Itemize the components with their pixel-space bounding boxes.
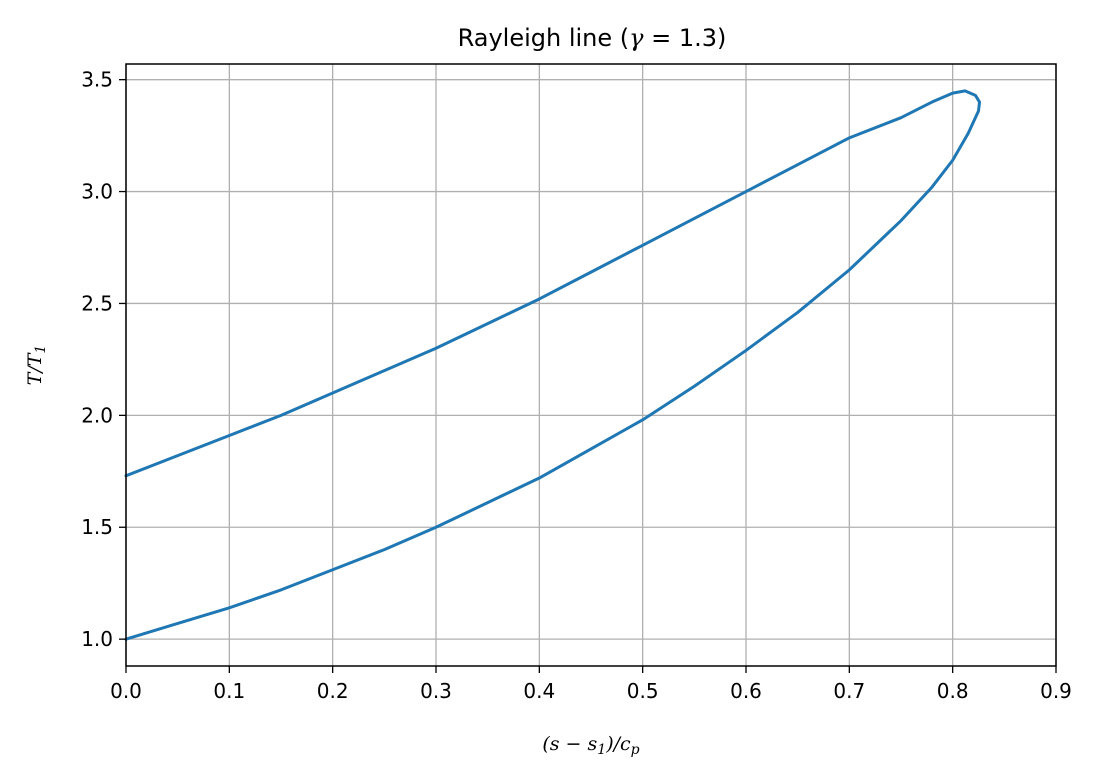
y-tick-label: 3.5 [81, 68, 113, 92]
chart-title: Rayleigh line (γ = 1.3) [458, 24, 727, 52]
x-tick-label: 0.9 [1040, 679, 1072, 703]
y-axis-label: T/T1 [24, 345, 49, 386]
y-tick-label: 2.0 [81, 403, 113, 427]
rayleigh-line-series [124, 89, 982, 641]
x-tick-label: 0.1 [213, 679, 245, 703]
x-axis-ticks: 0.0 0.1 0.2 0.3 0.4 0.5 0.6 0.7 0.8 0.9 [110, 666, 1072, 703]
series-layer [124, 89, 982, 641]
x-axis-label: (s − s1)/cp [542, 733, 639, 758]
plot-frame [125, 63, 1057, 667]
x-tick-label: 0.3 [420, 679, 452, 703]
y-axis-ticks: 1.0 1.5 2.0 2.5 3.0 3.5 [81, 68, 126, 651]
x-tick-label: 0.6 [730, 679, 762, 703]
x-tick-label: 0.4 [523, 679, 555, 703]
x-tick-label: 0.8 [937, 679, 969, 703]
y-tick-label: 1.0 [81, 627, 113, 651]
grid-lines [125, 64, 1057, 666]
y-tick-label: 2.5 [81, 291, 113, 315]
x-tick-label: 0.7 [833, 679, 865, 703]
y-tick-label: 1.5 [81, 515, 113, 539]
x-tick-label: 0.2 [317, 679, 349, 703]
x-tick-label: 0.5 [627, 679, 659, 703]
y-tick-label: 3.0 [81, 180, 113, 204]
x-tick-label: 0.0 [110, 679, 142, 703]
